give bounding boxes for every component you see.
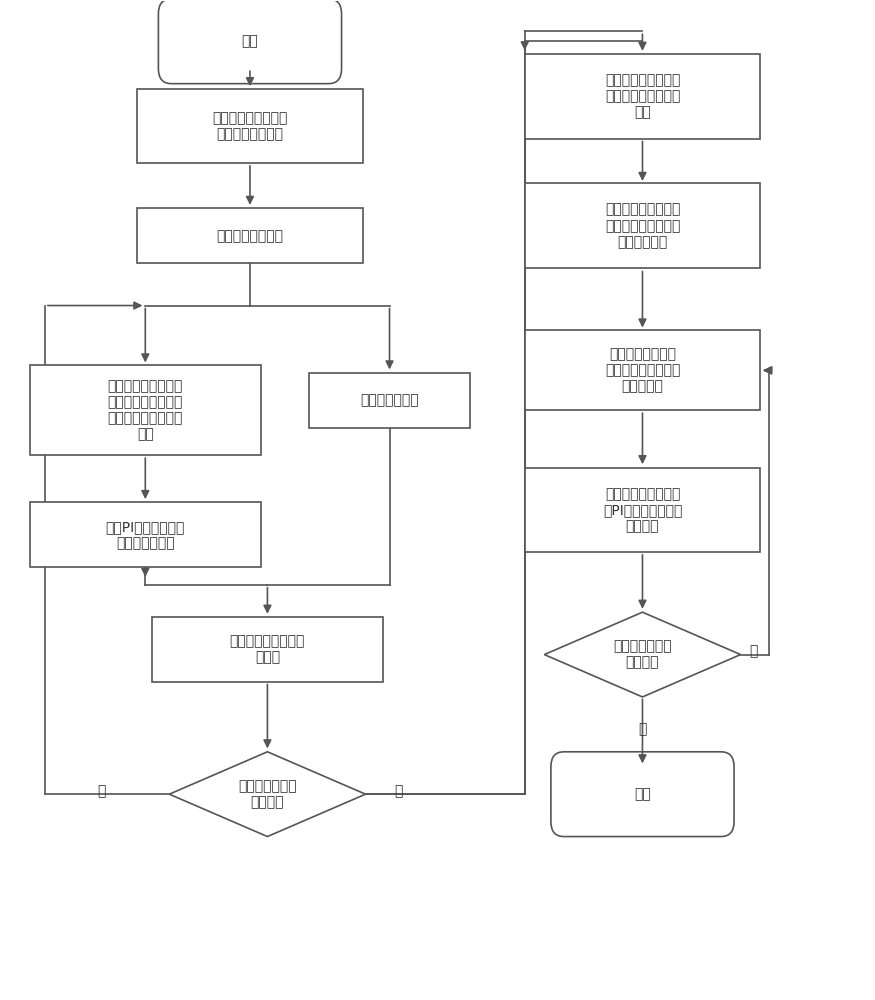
Text: 否: 否 bbox=[749, 645, 758, 659]
FancyBboxPatch shape bbox=[30, 502, 261, 567]
FancyBboxPatch shape bbox=[152, 617, 383, 682]
Text: 输入各个控制环对应
的PI控制器，得到各
环控制量: 输入各个控制环对应 的PI控制器，得到各 环控制量 bbox=[603, 487, 683, 533]
FancyBboxPatch shape bbox=[525, 183, 760, 268]
Text: 输出频率变为各模块
上周期工作频率的平
均值: 输出频率变为各模块 上周期工作频率的平 均值 bbox=[605, 73, 680, 119]
Text: 控制台发送档位数据
和初始启动电流值: 控制台发送档位数据 和初始启动电流值 bbox=[213, 111, 288, 141]
Text: 是: 是 bbox=[394, 784, 402, 798]
Text: 结束: 结束 bbox=[634, 787, 651, 801]
Text: 控制台是否发送
停止指令: 控制台是否发送 停止指令 bbox=[613, 639, 672, 670]
FancyBboxPatch shape bbox=[30, 365, 261, 455]
Text: 采样各模块输出电
压、总输出电压和模
块间相位差: 采样各模块输出电 压、总输出电压和模 块间相位差 bbox=[605, 347, 680, 394]
FancyBboxPatch shape bbox=[525, 468, 760, 552]
FancyBboxPatch shape bbox=[525, 54, 760, 139]
FancyBboxPatch shape bbox=[551, 752, 734, 837]
FancyBboxPatch shape bbox=[525, 330, 760, 410]
Polygon shape bbox=[544, 612, 740, 697]
Text: 开始: 开始 bbox=[242, 34, 258, 48]
FancyBboxPatch shape bbox=[136, 208, 363, 263]
Text: 计算初始启动周期: 计算初始启动周期 bbox=[216, 229, 284, 243]
FancyBboxPatch shape bbox=[158, 0, 341, 84]
Polygon shape bbox=[169, 752, 366, 837]
Text: 采样输入电压值: 采样输入电压值 bbox=[360, 393, 419, 407]
Text: 是: 是 bbox=[638, 722, 647, 736]
Text: 输入PI控制器，得到
启动电流修正量: 输入PI控制器，得到 启动电流修正量 bbox=[106, 520, 185, 550]
Text: 采样各模块输出电压
值和总输出电压值除
以模块数的平均输出
电压: 采样各模块输出电压 值和总输出电压值除 以模块数的平均输出 电压 bbox=[108, 379, 183, 442]
Text: 通过状态轨迹计算开
关周期: 通过状态轨迹计算开 关周期 bbox=[230, 634, 305, 665]
Text: 输出电压是否达
到门槛值: 输出电压是否达 到门槛值 bbox=[238, 779, 297, 809]
Text: 打开总电压稳压环、
各模块均压环和模块
间相位控制环: 打开总电压稳压环、 各模块均压环和模块 间相位控制环 bbox=[605, 203, 680, 249]
Text: 否: 否 bbox=[97, 784, 106, 798]
FancyBboxPatch shape bbox=[136, 89, 363, 163]
FancyBboxPatch shape bbox=[309, 373, 470, 428]
